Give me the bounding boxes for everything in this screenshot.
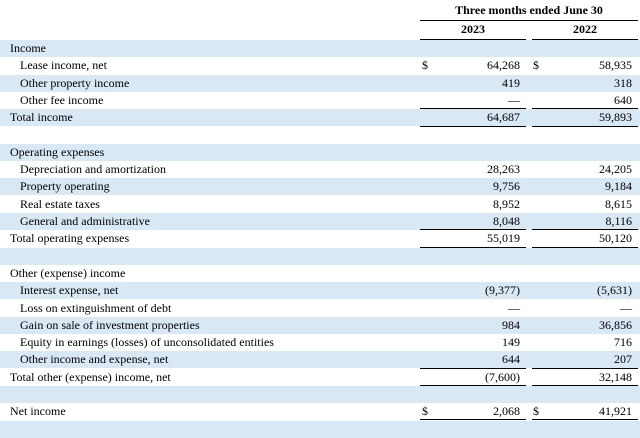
row-label: Operating expenses [10, 144, 105, 159]
statement-row: Total operating expenses 55,019 50,120 [0, 230, 640, 247]
row-label: Property operating [20, 179, 110, 194]
double-total-rule [532, 418, 638, 420]
row-label: Gain on sale of investment properties [20, 317, 200, 332]
value-2023: 644 [502, 352, 520, 367]
spacer-row [0, 386, 640, 403]
value-2023: 55,019 [487, 231, 520, 246]
value-2022: 24,205 [599, 162, 632, 177]
double-total-rule [420, 418, 526, 420]
value-2022: 50,120 [599, 231, 632, 246]
row-label: Total other (expense) income, net [10, 369, 171, 384]
value-2022: 318 [614, 75, 632, 90]
value-2023: (9,377) [485, 283, 520, 298]
row-label: Depreciation and amortization [20, 162, 166, 177]
statement-row: Real estate taxes 8,952 8,615 [0, 196, 640, 213]
value-2023: 419 [502, 75, 520, 90]
statement-row: Income [0, 40, 640, 57]
currency-symbol: $ [422, 58, 428, 73]
statement-row: Total other (expense) income, net (7,600)… [0, 369, 640, 386]
row-label: Other income and expense, net [20, 352, 169, 367]
statement-row: Operating expenses [0, 143, 640, 161]
total-rule [420, 108, 526, 110]
column-header-rule [532, 39, 638, 40]
value-2023: 64,687 [487, 110, 520, 125]
period-header: Three months ended June 30 [455, 3, 603, 17]
value-2022: 207 [614, 352, 632, 367]
column-header-rule [420, 39, 526, 40]
statement-row: Property operating 9,756 9,184 [0, 178, 640, 196]
total-rule [532, 367, 638, 369]
statement-row: Other fee income — 640 [0, 92, 640, 109]
statement-row: Net income $2,068 $41,921 [0, 403, 640, 420]
statement-row: Loss on extinguishment of debt — — [0, 300, 640, 317]
total-rule [532, 108, 638, 110]
value-2023: (7,600) [485, 369, 520, 384]
value-2022: 41,921 [599, 404, 632, 419]
value-2022: 36,856 [599, 317, 632, 332]
income-statement: Three months ended June 30 2023 2022 Inc… [0, 3, 640, 438]
value-2023: 2,068 [493, 404, 520, 419]
value-2022: 8,116 [605, 214, 632, 228]
value-2022: 8,615 [605, 196, 632, 211]
statement-row: Interest expense, net (9,377) (5,631) [0, 282, 640, 300]
row-label: Income [10, 41, 46, 55]
statement-row: Total income 64,687 59,893 [0, 109, 640, 127]
value-2022: 9,184 [605, 179, 632, 194]
value-2022: 716 [614, 335, 632, 350]
row-label: Loss on extinguishment of debt [20, 300, 172, 315]
total-rule [532, 229, 638, 231]
total-rule [420, 229, 526, 231]
statement-row: Other property income 419 318 [0, 74, 640, 92]
value-2022: 58,935 [599, 58, 632, 73]
value-2023: 64,268 [487, 58, 520, 73]
value-2022: 59,893 [599, 110, 632, 125]
value-2023: 8,952 [493, 196, 520, 211]
value-2022: 640 [614, 92, 632, 107]
row-label: Total income [10, 110, 73, 125]
row-label: Lease income, net [20, 58, 107, 73]
row-label: Real estate taxes [20, 196, 100, 211]
value-2022: (5,631) [597, 283, 632, 298]
row-label: Total operating expenses [10, 231, 130, 246]
value-2022: — [620, 300, 632, 315]
column-header-2022: 2022 [573, 22, 597, 36]
value-2023: 9,756 [493, 179, 520, 194]
spacer-row [0, 247, 640, 265]
currency-symbol: $ [422, 404, 428, 419]
row-label: Other (expense) income [10, 265, 126, 280]
value-2023: 984 [502, 317, 520, 332]
statement-row: Other (expense) income [0, 265, 640, 282]
total-rule [420, 246, 526, 248]
row-label: Net income [10, 404, 66, 419]
row-label: Interest expense, net [20, 283, 119, 298]
row-label: General and administrative [20, 214, 150, 228]
value-2023: — [508, 300, 520, 315]
spacer-row [0, 420, 640, 438]
currency-symbol: $ [533, 404, 539, 419]
statement-row: General and administrative 8,048 8,116 [0, 213, 640, 230]
total-rule [420, 125, 526, 127]
row-label: Other property income [20, 75, 130, 90]
value-2023: 8,048 [493, 214, 520, 228]
column-header-2023: 2023 [461, 22, 485, 36]
spacer-row [0, 127, 640, 144]
total-rule [532, 385, 638, 386]
value-2022: 32,148 [599, 369, 632, 384]
statement-row: Depreciation and amortization 28,263 24,20… [0, 161, 640, 178]
total-rule [532, 246, 638, 248]
total-rule [420, 367, 526, 369]
statement-row: Lease income, net $64,268 $58,935 [0, 57, 640, 74]
statement-row: Gain on sale of investment properties 984… [0, 316, 640, 334]
row-label: Equity in earnings (losses) of unconsoli… [20, 335, 274, 350]
total-rule [420, 385, 526, 386]
value-2023: 149 [502, 335, 520, 350]
statement-row: Equity in earnings (losses) of unconsoli… [0, 334, 640, 351]
statement-row: Other income and expense, net 644 207 [0, 351, 640, 369]
period-header-rule [420, 20, 638, 21]
row-label: Other fee income [20, 92, 104, 107]
total-rule [532, 125, 638, 127]
value-2023: — [508, 92, 520, 107]
value-2023: 28,263 [487, 162, 520, 177]
currency-symbol: $ [533, 58, 539, 73]
